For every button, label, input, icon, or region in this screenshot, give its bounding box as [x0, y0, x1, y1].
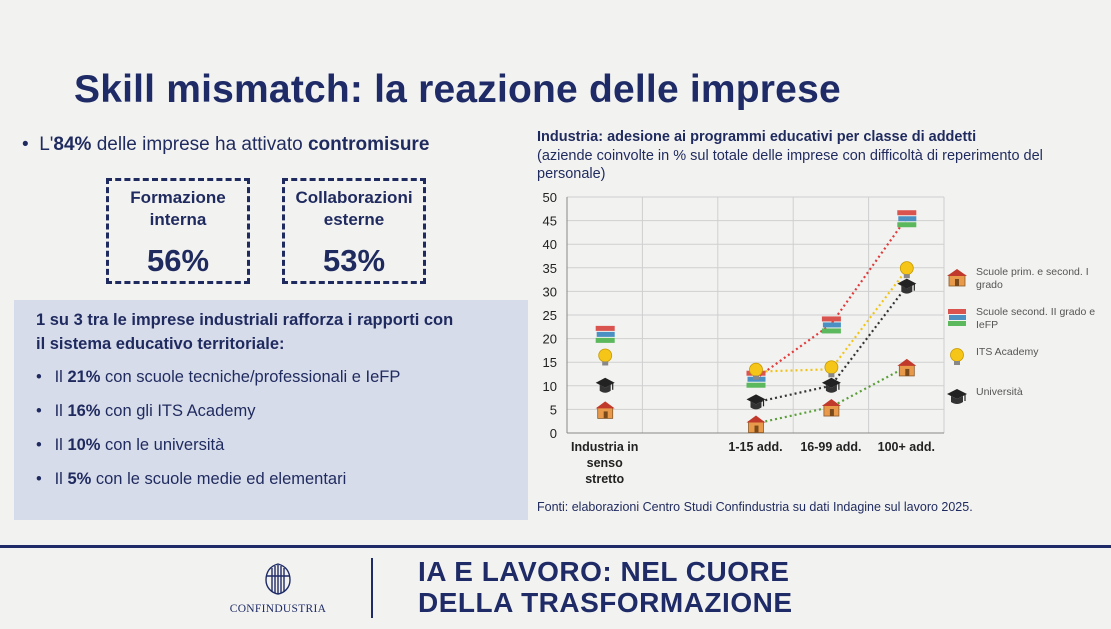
- y-tick-label: 20: [543, 332, 557, 347]
- gradcap-icon-marker: [897, 278, 917, 294]
- bulb-icon-marker: [749, 362, 763, 380]
- x-tick-label: 16-99 add.: [800, 440, 861, 454]
- series-line: [755, 286, 908, 404]
- slide-title: Skill mismatch: la reazione delle impres…: [74, 68, 841, 111]
- confindustria-logo: CONFINDUSTRIA: [228, 562, 328, 615]
- collaborazioni-esterne-value: 53%: [322, 243, 386, 278]
- list-item: • Il 21% con scuole tecniche/professiona…: [36, 368, 401, 386]
- x-tick-label: Industria in senso stretto: [571, 440, 638, 486]
- books-icon-marker: [595, 325, 615, 343]
- chart-source: Fonti: elaborazioni Centro Studi Confind…: [537, 500, 973, 514]
- footer-separator: [371, 558, 373, 618]
- books-icon-marker: [746, 370, 766, 388]
- chart-title: Industria: adesione ai programmi educati…: [537, 129, 977, 145]
- books-icon: [948, 309, 966, 326]
- list-item: • Il 10% con le università: [36, 436, 225, 454]
- legend-item: Scuole second. II grado e IeFP: [946, 306, 1096, 334]
- list-item: • Il 5% con le scuole medie ed elementar…: [36, 470, 347, 488]
- y-tick-label: 15: [543, 355, 557, 370]
- bulb-icon: [950, 348, 964, 365]
- legend-item: Università: [946, 386, 1096, 414]
- event-tagline: IA E LAVORO: NEL CUORE DELLA TRASFORMAZI…: [418, 556, 793, 618]
- y-tick-label: 45: [543, 214, 557, 229]
- school-icon-marker: [746, 415, 766, 433]
- panel-list: • Il 21% con scuole tecniche/professiona…: [36, 366, 400, 502]
- bullet-dot: •: [22, 134, 29, 155]
- school-icon-marker: [595, 401, 615, 419]
- y-tick-label: 30: [543, 284, 557, 299]
- books-icon-marker: [897, 210, 917, 228]
- series-line: [755, 365, 907, 425]
- pct-84: 84%: [53, 134, 92, 155]
- gradcap-icon: [947, 389, 967, 404]
- y-tick-label: 50: [543, 190, 557, 205]
- y-tick-label: 25: [543, 308, 557, 323]
- y-tick-label: 5: [550, 402, 557, 417]
- legend-item: ITS Academy: [946, 346, 1096, 374]
- list-item: • Il 16% con gli ITS Academy: [36, 402, 256, 420]
- series-line: [754, 217, 908, 380]
- bulb-icon-marker: [824, 360, 839, 378]
- bulb-icon-marker: [899, 261, 914, 279]
- y-tick-label: 40: [543, 237, 557, 252]
- books-icon-marker: [821, 316, 841, 334]
- series-line: [755, 269, 908, 373]
- chart-legend: Scuole prim. e second. I grado Scuole se…: [946, 266, 1096, 426]
- legend-item: Scuole prim. e second. I grado: [946, 266, 1096, 294]
- formazione-interna-box: Formazione interna 56%: [106, 178, 250, 284]
- contromisure-bold: contromisure: [307, 134, 430, 155]
- bulb-icon-marker: [598, 348, 613, 366]
- logo-emblem-icon: [265, 563, 291, 595]
- collaborazioni-esterne-box: Collaborazioni esterne 53%: [282, 178, 426, 284]
- school-icon: [947, 269, 967, 287]
- gradcap-icon-marker: [595, 377, 615, 393]
- y-tick-label: 0: [550, 426, 557, 441]
- y-tick-label: 35: [543, 261, 557, 276]
- contromisure-bullet: • L'84% delle imprese ha attivato contro…: [22, 134, 430, 155]
- y-tick-label: 10: [543, 379, 557, 394]
- gradcap-icon-marker: [746, 394, 766, 410]
- x-tick-label: 100+ add.: [878, 440, 935, 454]
- logo-name: CONFINDUSTRIA: [229, 603, 327, 615]
- x-tick-label: 1-15 add.: [728, 440, 782, 454]
- chart-subtitle: (aziende coinvolte in % sul totale delle…: [537, 148, 1043, 182]
- footer-divider: [0, 545, 1111, 548]
- school-icon-marker: [821, 399, 841, 417]
- formazione-interna-value: 56%: [146, 243, 210, 278]
- gradcap-icon-marker: [821, 377, 841, 393]
- panel-heading: 1 su 3 tra le imprese industriali raffor…: [36, 311, 454, 353]
- school-icon-marker: [897, 358, 917, 377]
- educational-system-panel: 1 su 3 tra le imprese industriali raffor…: [14, 300, 528, 520]
